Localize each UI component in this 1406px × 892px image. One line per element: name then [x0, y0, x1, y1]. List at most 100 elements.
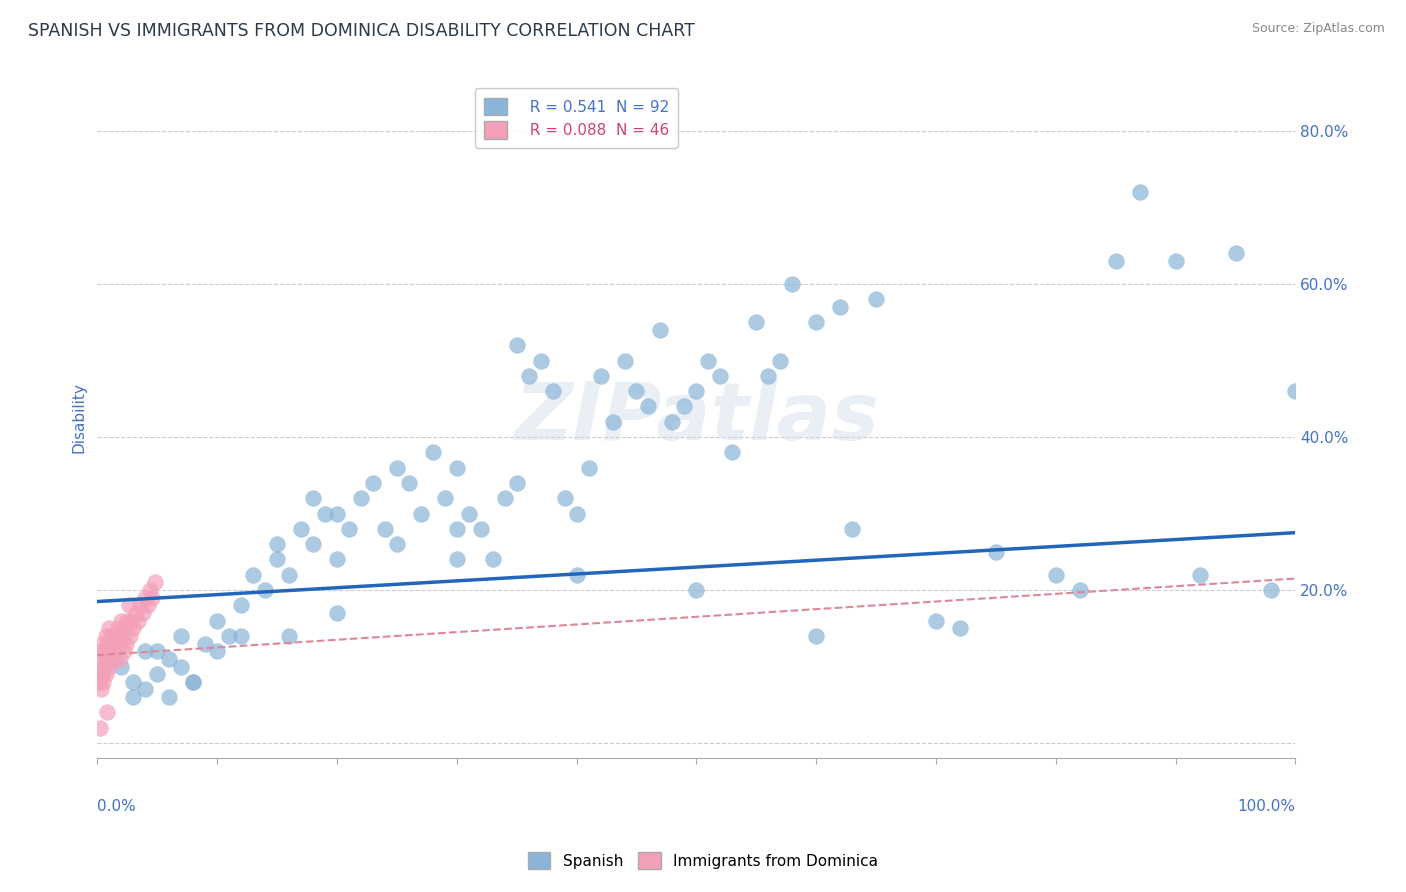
Legend: Spanish, Immigrants from Dominica: Spanish, Immigrants from Dominica [522, 846, 884, 875]
Point [745, 315, 768, 329]
Point [602, 415, 624, 429]
Point [830, 300, 852, 314]
Point [129, 599, 152, 613]
Point [205, 614, 228, 628]
Point [756, 368, 779, 383]
Point [541, 384, 564, 398]
Point [433, 491, 456, 506]
Point [494, 491, 516, 506]
Point [157, 652, 180, 666]
Point [385, 537, 408, 551]
Point [100, 644, 122, 658]
Point [589, 368, 612, 383]
Point [107, 621, 129, 635]
Point [1045, 567, 1067, 582]
Point [984, 545, 1007, 559]
Point [94, 629, 117, 643]
Point [122, 674, 145, 689]
Point [865, 293, 887, 307]
Point [118, 629, 141, 643]
Point [637, 400, 659, 414]
Text: SPANISH VS IMMIGRANTS FROM DOMINICA DISABILITY CORRELATION CHART: SPANISH VS IMMIGRANTS FROM DOMINICA DISA… [28, 22, 695, 40]
Point [565, 567, 588, 582]
Point [661, 415, 683, 429]
Point [446, 522, 468, 536]
Point [98, 659, 121, 673]
Point [1164, 254, 1187, 268]
Point [266, 537, 288, 551]
Point [254, 582, 277, 597]
Point [326, 606, 349, 620]
Point [1188, 567, 1211, 582]
Point [1129, 185, 1152, 199]
Point [87, 674, 110, 689]
Point [90, 682, 112, 697]
Point [101, 652, 124, 666]
Point [290, 522, 312, 536]
Point [90, 644, 112, 658]
Point [1105, 254, 1128, 268]
Point [127, 614, 149, 628]
Point [613, 353, 636, 368]
Point [134, 591, 156, 605]
Point [91, 652, 114, 666]
Point [93, 637, 115, 651]
Point [685, 384, 707, 398]
Point [117, 614, 139, 628]
Point [266, 552, 288, 566]
Point [108, 637, 131, 651]
Point [350, 491, 373, 506]
Point [143, 575, 166, 590]
Point [1260, 582, 1282, 597]
Point [481, 552, 503, 566]
Point [302, 491, 325, 506]
Point [205, 644, 228, 658]
Point [110, 614, 132, 628]
Point [326, 552, 349, 566]
Point [278, 629, 301, 643]
Point [134, 682, 156, 697]
Point [685, 582, 707, 597]
Point [93, 659, 115, 673]
Point [229, 599, 252, 613]
Point [385, 460, 408, 475]
Point [132, 606, 155, 620]
Point [721, 445, 744, 459]
Point [108, 652, 131, 666]
Point [565, 507, 588, 521]
Point [157, 690, 180, 705]
Point [91, 667, 114, 681]
Point [841, 522, 863, 536]
Point [242, 567, 264, 582]
Point [1284, 384, 1306, 398]
Point [446, 552, 468, 566]
Point [361, 475, 384, 490]
Point [697, 353, 720, 368]
Point [122, 690, 145, 705]
Point [181, 674, 204, 689]
Point [218, 629, 240, 643]
Point [578, 460, 600, 475]
Point [505, 338, 527, 352]
Point [554, 491, 576, 506]
Point [806, 629, 828, 643]
Point [120, 614, 142, 628]
Point [337, 522, 360, 536]
Point [117, 599, 139, 613]
Point [505, 475, 527, 490]
Point [626, 384, 648, 398]
Point [446, 460, 468, 475]
Point [326, 507, 349, 521]
Point [112, 644, 135, 658]
Point [1069, 582, 1091, 597]
Point [374, 522, 396, 536]
Text: 100.0%: 100.0% [1237, 799, 1295, 814]
Point [314, 507, 336, 521]
Point [517, 368, 540, 383]
Point [194, 637, 217, 651]
Point [89, 659, 111, 673]
Point [806, 315, 828, 329]
Point [530, 353, 553, 368]
Point [136, 599, 159, 613]
Point [146, 667, 169, 681]
